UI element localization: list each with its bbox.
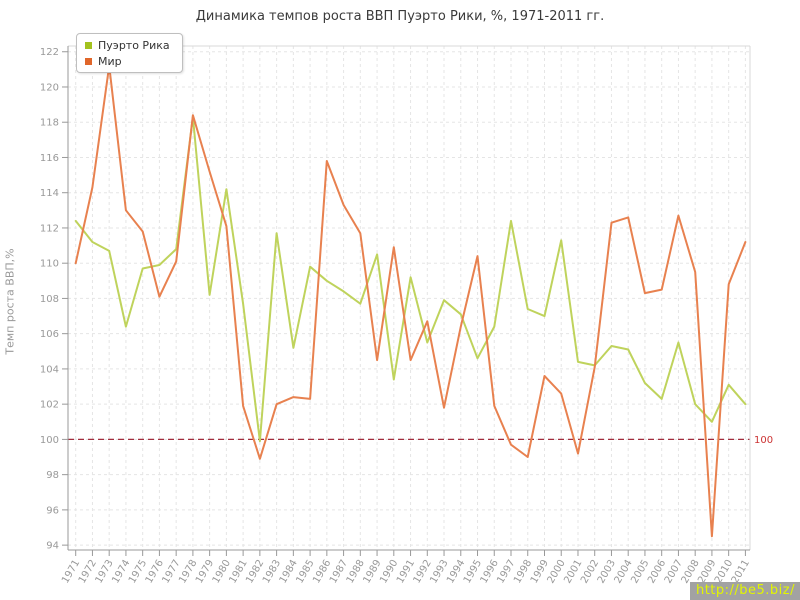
y-tick-label: 94: [46, 541, 59, 552]
legend-item-puerto-rico: Пуэрто Рика: [85, 37, 170, 53]
watermark-link[interactable]: http://be5.biz/: [689, 582, 800, 600]
legend-label-world: Мир: [98, 54, 122, 68]
y-tick-label: 116: [40, 153, 59, 164]
y-tick-label: 114: [40, 188, 59, 199]
series-line-puerto-rico: [74, 115, 747, 443]
reference-line-label: 100: [754, 435, 773, 446]
y-axis-title: Темп роста ВВП,%: [3, 248, 17, 355]
y-tick-label: 102: [40, 400, 59, 411]
legend-label-puerto-rico: Пуэрто Рика: [98, 38, 170, 52]
y-tick-label: 98: [46, 470, 59, 481]
y-tick-label: 104: [40, 364, 59, 375]
series-line-world: [74, 64, 747, 538]
y-tick-label: 108: [40, 294, 59, 305]
legend-swatch-world: [85, 57, 92, 65]
y-tick-label: 112: [40, 223, 59, 234]
chart-title: Динамика темпов роста ВВП Пуэрто Рики, %…: [195, 9, 605, 24]
legend-swatch-puerto-rico: [85, 41, 92, 49]
y-tick-label: 110: [40, 259, 59, 270]
y-tick-label: 96: [46, 505, 59, 516]
y-tick-label: 118: [40, 118, 59, 129]
y-tick-label: 100: [40, 435, 59, 446]
legend-item-world: Мир: [85, 53, 170, 69]
y-tick-label: 122: [40, 47, 59, 58]
legend: Пуэрто Рика Мир: [76, 33, 183, 73]
y-tick-label: 106: [40, 329, 59, 340]
y-tick-label: 120: [40, 82, 59, 93]
